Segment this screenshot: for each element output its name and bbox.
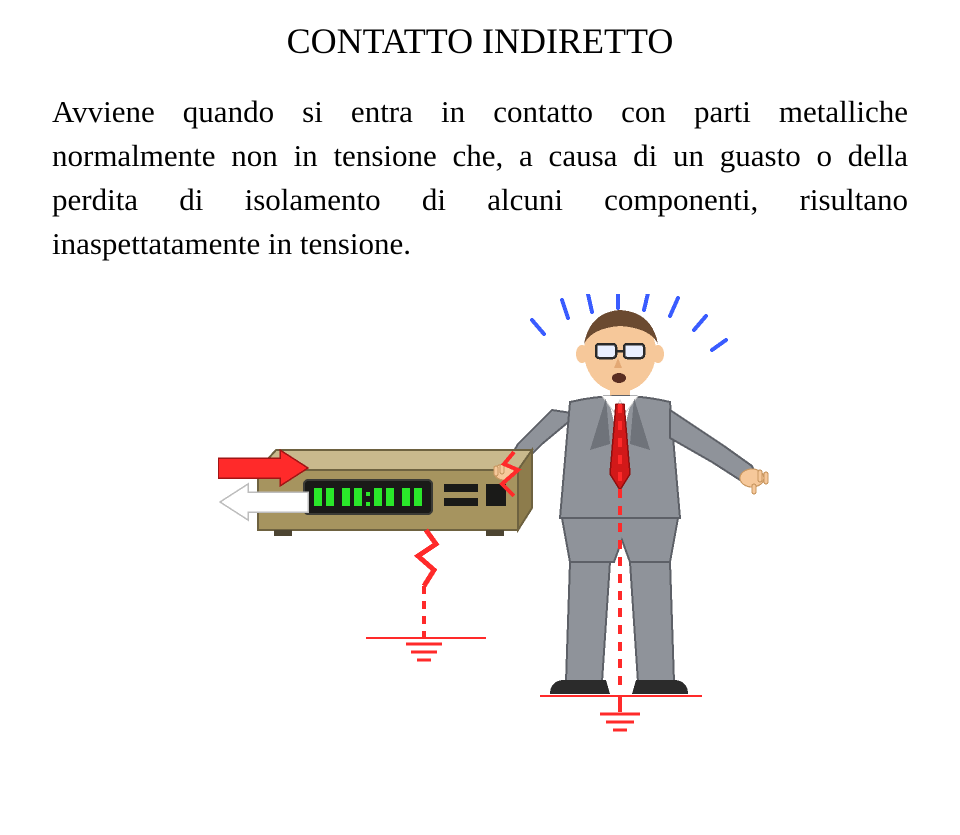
ground-right-icon [540,696,702,730]
page-title: CONTATTO INDIRETTO [52,20,908,62]
person-icon [494,310,768,694]
body-paragraph: Avviene quando si entra in contatto con … [52,90,908,266]
indirect-contact-illustration [218,294,778,744]
figure-container [52,294,908,744]
page: CONTATTO INDIRETTO Avviene quando si ent… [0,0,960,835]
fault-line-left-icon [418,530,436,586]
hand-right-icon [740,469,768,494]
illustration-svg [218,294,778,744]
ground-left-icon [366,638,486,660]
